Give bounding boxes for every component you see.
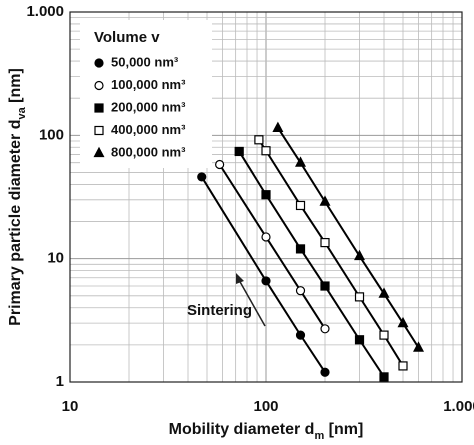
legend-label: 50,000 nm³: [111, 54, 179, 69]
marker: [254, 135, 264, 145]
marker: [319, 195, 331, 206]
legend-marker: [94, 58, 104, 68]
plot-frame: [69, 11, 463, 383]
marker: [295, 286, 306, 296]
legend-label: 200,000 nm³: [111, 99, 186, 114]
series-line: [200, 176, 326, 373]
series-line: [238, 150, 385, 378]
legend-label: 400,000 nm³: [111, 122, 186, 137]
legend-title: Volume v: [94, 29, 160, 46]
legend-box: [80, 20, 212, 168]
marker: [261, 146, 271, 156]
marker: [320, 324, 330, 334]
x-axis-label-part: m: [314, 430, 324, 442]
marker: [378, 287, 390, 298]
x-tick-label: 1.000: [443, 398, 474, 415]
marker: [295, 200, 306, 211]
legend-marker: [94, 125, 104, 136]
y-tick-label: 1: [56, 373, 64, 390]
marker: [295, 330, 306, 340]
x-axis-label: Mobility diameter dm [nm]: [169, 421, 364, 442]
legend-label: 100,000 nm³: [111, 77, 186, 92]
legend-marker: [93, 146, 105, 158]
series-line: [218, 163, 326, 330]
x-axis-label-part: Mobility diameter d: [169, 421, 315, 438]
marker: [215, 159, 225, 170]
marker: [354, 249, 366, 261]
marker: [320, 281, 330, 291]
x-axis-label-part: [nm]: [324, 421, 363, 438]
marker: [234, 146, 244, 157]
y-axis-label: Primary particle diameter dva [nm]: [7, 68, 28, 326]
y-axis-label-part: Primary particle diameter d: [7, 120, 24, 326]
marker: [354, 335, 365, 345]
y-tick-label: 10: [47, 250, 64, 267]
marker: [398, 361, 408, 371]
marker: [320, 367, 330, 377]
annotation-arrow: [238, 279, 266, 327]
marker: [379, 330, 389, 340]
legend-marker: [94, 80, 104, 91]
annotation: Sintering: [187, 302, 252, 319]
marker: [261, 232, 271, 242]
marker: [397, 316, 409, 328]
annotation-arrowhead: [236, 273, 244, 284]
legend-marker: [94, 103, 104, 113]
marker: [295, 244, 306, 254]
y-axis-label-part: va: [16, 106, 28, 119]
y-tick-label: 100: [39, 126, 64, 143]
x-tick-label: 10: [62, 398, 79, 415]
legend-label: 800,000 nm³: [111, 144, 186, 159]
marker: [295, 156, 307, 167]
marker: [261, 190, 271, 200]
marker: [261, 276, 271, 286]
marker: [413, 341, 425, 352]
markers: [197, 121, 425, 382]
x-tick-label: 100: [253, 398, 278, 415]
marker: [197, 172, 207, 182]
marker: [379, 372, 389, 382]
y-tick-label: 1.000: [26, 3, 64, 20]
y-axis-label-part: [nm]: [7, 68, 24, 107]
marker: [320, 237, 330, 248]
marker: [354, 292, 365, 302]
marker: [272, 121, 284, 132]
